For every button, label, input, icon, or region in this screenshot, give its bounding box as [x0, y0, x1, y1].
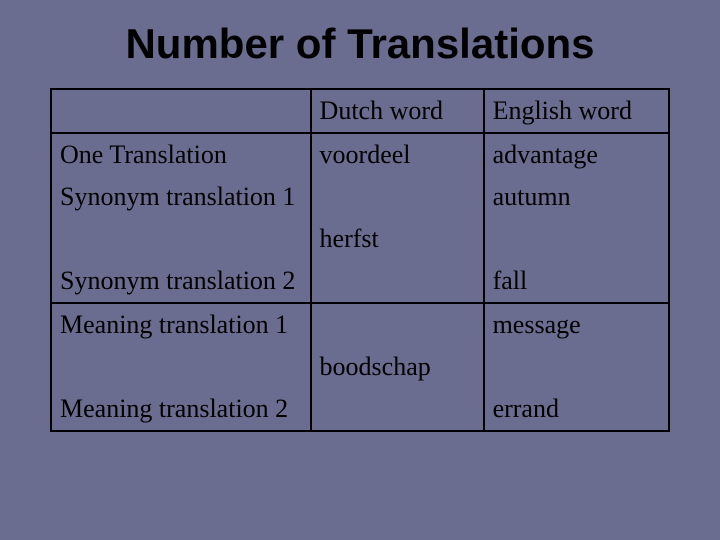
- table-row: herfst: [51, 218, 669, 260]
- row-dutch: boodschap: [311, 346, 484, 388]
- row-english: errand: [484, 388, 669, 431]
- row-dutch: herfst: [311, 218, 484, 260]
- translations-table: Dutch word English word One Translation …: [50, 88, 670, 432]
- row-dutch: voordeel: [311, 133, 484, 176]
- row-english: [484, 346, 669, 388]
- slide-title: Number of Translations: [50, 20, 670, 68]
- table-row: Synonym translation 2 fall: [51, 260, 669, 303]
- row-label: Synonym translation 2: [51, 260, 311, 303]
- row-label: Synonym translation 1: [51, 176, 311, 218]
- table-header-row: Dutch word English word: [51, 89, 669, 133]
- slide-container: Number of Translations Dutch word Englis…: [0, 0, 720, 432]
- table-row: One Translation voordeel advantage: [51, 133, 669, 176]
- row-label: One Translation: [51, 133, 311, 176]
- row-label: Meaning translation 1: [51, 303, 311, 346]
- row-english: advantage: [484, 133, 669, 176]
- row-label: [51, 346, 311, 388]
- row-dutch: [311, 176, 484, 218]
- row-label: Meaning translation 2: [51, 388, 311, 431]
- row-english: autumn: [484, 176, 669, 218]
- header-blank: [51, 89, 311, 133]
- row-english: message: [484, 303, 669, 346]
- table-row: Synonym translation 1 autumn: [51, 176, 669, 218]
- header-english: English word: [484, 89, 669, 133]
- table-row: boodschap: [51, 346, 669, 388]
- table-row: Meaning translation 1 message: [51, 303, 669, 346]
- table-row: Meaning translation 2 errand: [51, 388, 669, 431]
- row-dutch: [311, 260, 484, 303]
- row-dutch: [311, 303, 484, 346]
- row-label: [51, 218, 311, 260]
- header-dutch: Dutch word: [311, 89, 484, 133]
- row-english: [484, 218, 669, 260]
- row-english: fall: [484, 260, 669, 303]
- row-dutch: [311, 388, 484, 431]
